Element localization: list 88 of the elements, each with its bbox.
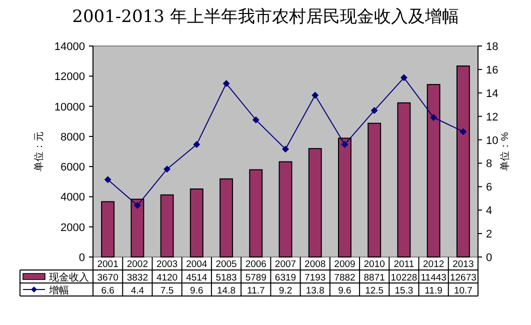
y2-tick-label: 4: [486, 205, 492, 218]
bar: [130, 198, 144, 258]
x-tick-label: 2002: [126, 259, 148, 270]
point: [400, 74, 408, 82]
data-label: 4514: [186, 272, 208, 284]
y2-axis-title: 单位：%: [499, 132, 511, 171]
y2-tick-label: 8: [486, 158, 492, 170]
data-label: 11.7: [246, 286, 265, 296]
legend-label: 增幅: [48, 284, 69, 296]
x-tick-label: 2006: [245, 259, 266, 270]
point: [134, 202, 141, 209]
bar: [368, 122, 382, 258]
x-tick-label: 2008: [304, 259, 326, 270]
bar: [426, 84, 440, 258]
y2-tick-label: 10: [486, 134, 498, 147]
x-tick-label: 2010: [364, 259, 385, 270]
y2-tick-label: 0: [486, 252, 492, 264]
bar: [338, 138, 352, 258]
x-tick-label: 2009: [334, 259, 356, 270]
data-label: 8871: [364, 272, 385, 284]
bar: [220, 178, 233, 258]
y-tick-label: 8000: [60, 131, 85, 144]
y2-tick-label: 6: [486, 182, 492, 194]
y2-tick-label: 16: [486, 64, 498, 76]
bar: [101, 201, 115, 258]
data-label: 14.8: [217, 286, 236, 296]
y-tick-label: 0: [78, 252, 85, 264]
point: [430, 114, 438, 122]
data-label: 7.5: [160, 286, 174, 296]
data-label: 4.4: [130, 286, 144, 296]
data-label: 7193: [304, 272, 326, 284]
data-label: 7882: [334, 272, 356, 284]
y-axis-title: 单位：元: [33, 132, 45, 172]
data-label: 5789: [245, 272, 266, 284]
legend-label: 现金收入: [49, 272, 89, 284]
chart-title: 2001-2013 年上半年我市农村居民现金收入及增幅: [72, 7, 459, 27]
y2-tick-label: 18: [486, 41, 498, 53]
data-label: 10.7: [454, 286, 472, 296]
point: [193, 140, 200, 148]
point: [370, 106, 378, 114]
x-tick-label: 2005: [216, 259, 237, 270]
y-tick-label: 10000: [54, 101, 85, 114]
data-label: 12673: [450, 272, 476, 284]
data-label: 9.2: [278, 286, 292, 296]
bar: [190, 188, 204, 258]
bar: [160, 194, 174, 258]
point: [460, 128, 467, 136]
x-tick-label: 2003: [156, 259, 178, 270]
x-tick-label: 2007: [274, 259, 296, 270]
point: [104, 176, 112, 184]
point: [222, 80, 230, 88]
data-label: 12.5: [365, 286, 384, 296]
x-tick-label: 2011: [394, 259, 414, 270]
data-label: 13.8: [306, 286, 324, 296]
data-label: 11.9: [424, 286, 442, 296]
bar: [249, 169, 263, 258]
x-tick-label: 2012: [423, 259, 444, 270]
y2-tick-label: 14: [486, 88, 498, 100]
x-tick-label: 2001: [97, 259, 118, 270]
y-tick-label: 6000: [60, 162, 85, 174]
x-tick-label: 2004: [186, 259, 208, 270]
point: [341, 140, 348, 148]
data-label: 10228: [390, 272, 418, 284]
data-label: 3832: [126, 272, 148, 284]
bar: [397, 102, 411, 258]
y-tick-label: 12000: [54, 71, 85, 84]
y-tick-label: 2000: [60, 222, 85, 234]
y-tick-label: 14000: [54, 41, 85, 53]
x-tick-label: 2013: [452, 259, 474, 270]
data-label: 6319: [274, 272, 296, 284]
point: [164, 166, 171, 173]
y2-tick-label: 12: [486, 111, 498, 124]
data-label: 11443: [420, 272, 446, 284]
data-label: 6.6: [101, 286, 114, 296]
point: [252, 116, 260, 124]
bar: [456, 66, 470, 258]
data-label: 4120: [156, 272, 178, 284]
bar: [278, 161, 292, 258]
data-label: 9.6: [190, 286, 204, 296]
data-label: 5183: [216, 272, 237, 284]
y-tick-label: 4000: [60, 192, 85, 204]
bar: [308, 148, 322, 258]
y2-tick-label: 2: [486, 228, 492, 241]
data-label: 15.3: [394, 286, 414, 296]
data-label: 3670: [97, 272, 118, 284]
data-label: 9.6: [338, 286, 352, 296]
point: [282, 146, 289, 153]
point: [312, 92, 319, 99]
